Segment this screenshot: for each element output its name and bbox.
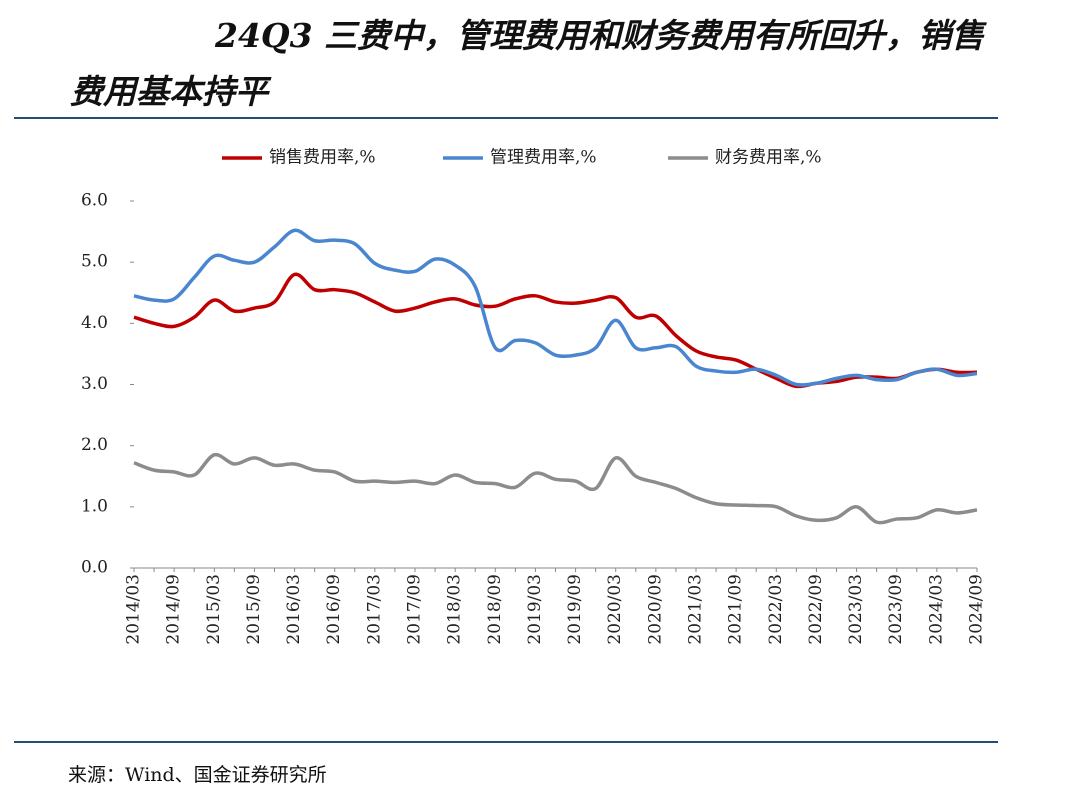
y-tick-label: 5.0 xyxy=(81,252,108,272)
x-tick-label: 2014/09 xyxy=(164,574,184,645)
x-tick-label: 2019/09 xyxy=(565,574,585,645)
source-note: 来源：Wind、国金证券研究所 xyxy=(68,764,327,786)
x-tick-label: 2023/03 xyxy=(846,574,866,645)
x-tick-label: 2015/03 xyxy=(204,574,224,645)
chart-title: 24Q3 三费中，管理费用和财务费用有所回升，销售费用基本持平 xyxy=(70,16,985,111)
line-series xyxy=(133,272,978,389)
x-tick-label: 2024/09 xyxy=(967,574,987,645)
x-tick-label: 2021/09 xyxy=(726,574,746,645)
x-tick-label: 2023/09 xyxy=(886,574,906,645)
legend-label: 销售费用率,% xyxy=(269,148,376,168)
x-tick-label: 2017/09 xyxy=(405,574,425,645)
legend-label: 管理费用率,% xyxy=(490,148,597,168)
x-tick-label: 2020/03 xyxy=(605,574,625,645)
line-series xyxy=(133,452,978,525)
y-tick-label: 0.0 xyxy=(81,558,108,578)
x-tick-label: 2016/03 xyxy=(284,574,304,645)
x-tick-label: 2022/03 xyxy=(766,574,786,645)
y-tick-label: 4.0 xyxy=(81,313,108,333)
x-tick-label: 2018/09 xyxy=(485,574,505,645)
x-tick-label: 2024/03 xyxy=(926,574,946,645)
x-tick-label: 2020/09 xyxy=(645,574,665,645)
x-tick-label: 2015/09 xyxy=(244,574,264,645)
x-tick-label: 2017/03 xyxy=(364,574,384,645)
x-tick-label: 2022/09 xyxy=(806,574,826,645)
x-tick-label: 2018/03 xyxy=(445,574,465,645)
x-tick-label: 2016/09 xyxy=(324,574,344,645)
legend-label: 财务费用率,% xyxy=(715,148,822,168)
y-tick-label: 1.0 xyxy=(81,496,108,516)
y-tick-label: 3.0 xyxy=(81,374,108,394)
x-tick-label: 2014/03 xyxy=(124,574,144,645)
y-tick-label: 6.0 xyxy=(81,191,108,211)
y-tick-label: 2.0 xyxy=(81,435,108,455)
x-tick-label: 2019/03 xyxy=(525,574,545,645)
x-tick-label: 2021/03 xyxy=(686,574,706,645)
line-series xyxy=(133,228,978,387)
